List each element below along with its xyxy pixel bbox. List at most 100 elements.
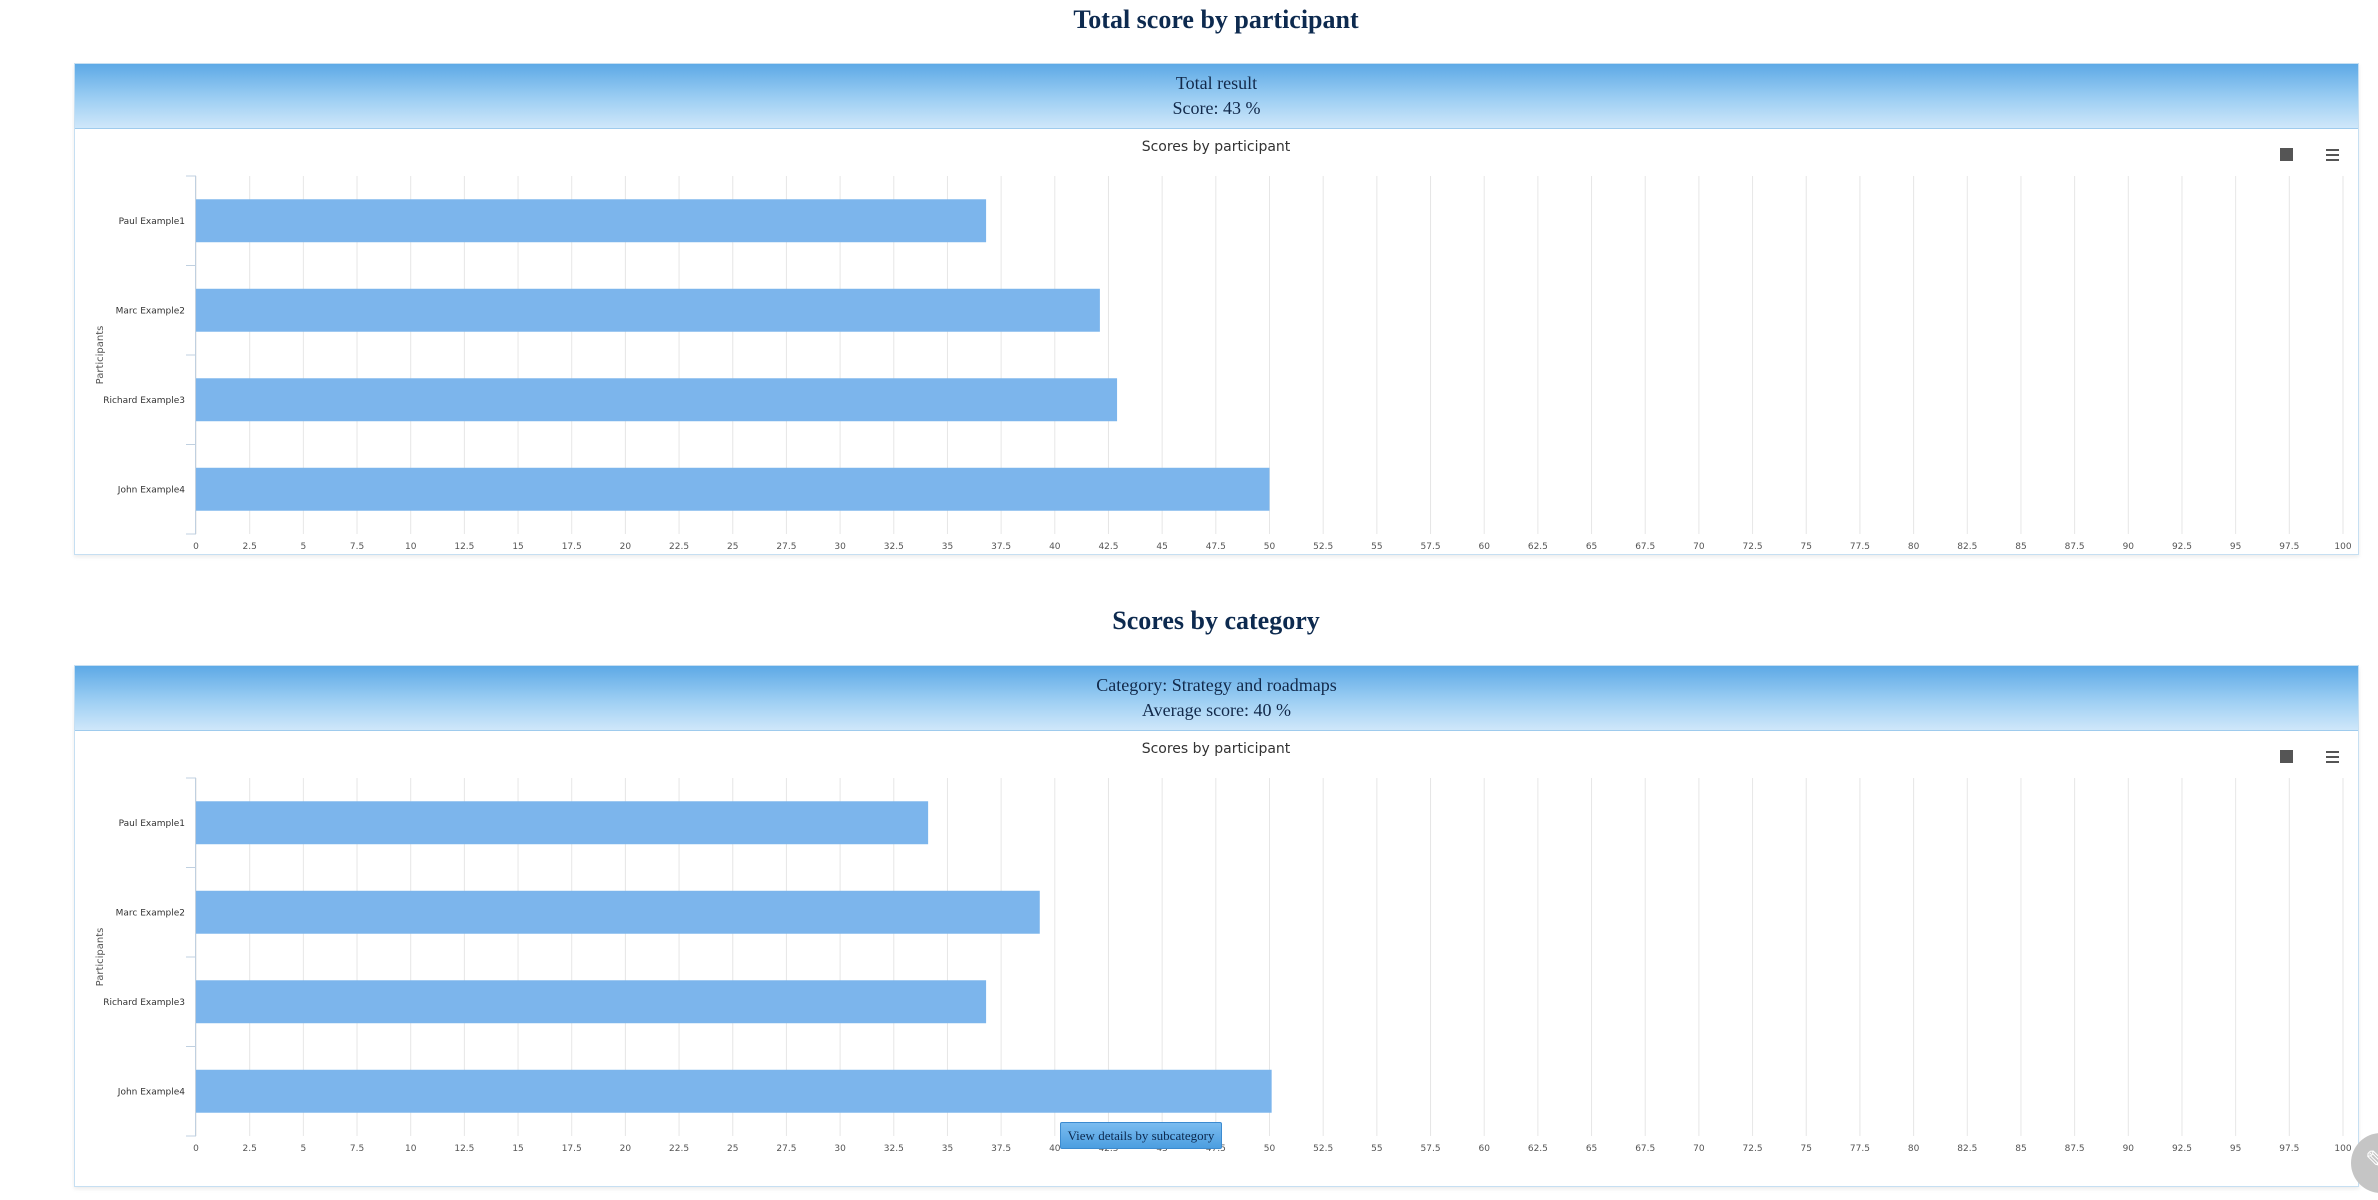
x-tick-label: 70: [1693, 542, 1705, 552]
bar: [196, 980, 987, 1024]
x-tick-label: 50: [1264, 1144, 1276, 1154]
x-tick-label: 5: [300, 542, 306, 552]
x-tick-label: 0: [193, 1144, 199, 1154]
category-label: Marc Example2: [116, 908, 185, 918]
stop-square-icon[interactable]: [2280, 750, 2293, 763]
x-tick-label: 5: [300, 1144, 306, 1154]
x-tick-label: 55: [1371, 1144, 1382, 1154]
x-tick-label: 87.5: [2065, 542, 2085, 552]
stop-square-icon[interactable]: [2280, 148, 2293, 161]
x-tick-label: 32.5: [884, 542, 904, 552]
y-axis-title: Participants: [95, 928, 106, 987]
x-tick-label: 75: [1801, 542, 1812, 552]
x-tick-label: 10: [405, 542, 417, 552]
x-tick-label: 82.5: [1957, 542, 1977, 552]
x-tick-label: 67.5: [1635, 1144, 1655, 1154]
x-tick-label: 30: [834, 542, 846, 552]
x-tick-label: 60: [1478, 1144, 1490, 1154]
x-tick-label: 35: [942, 1144, 953, 1154]
x-tick-label: 65: [1586, 542, 1597, 552]
category-label: Marc Example2: [116, 306, 185, 316]
category-label: Richard Example3: [103, 998, 185, 1008]
x-tick-label: 20: [620, 542, 632, 552]
category-label: Richard Example3: [103, 396, 185, 406]
bar: [196, 890, 1040, 934]
x-tick-label: 85: [2015, 1144, 2026, 1154]
x-tick-label: 52.5: [1313, 1144, 1333, 1154]
x-tick-label: 95: [2230, 542, 2241, 552]
category-panel: Category: Strategy and roadmaps Average …: [74, 665, 2359, 1187]
category-label: Paul Example1: [119, 819, 185, 829]
panel-header-title: Total result: [1175, 73, 1258, 93]
x-tick-label: 7.5: [350, 542, 364, 552]
x-tick-label: 67.5: [1635, 542, 1655, 552]
x-tick-label: 90: [2123, 542, 2135, 552]
x-tick-label: 32.5: [884, 1144, 904, 1154]
x-tick-label: 20: [620, 1144, 632, 1154]
x-tick-label: 57.5: [1421, 1144, 1441, 1154]
x-tick-label: 27.5: [776, 1144, 796, 1154]
x-tick-label: 40: [1049, 1144, 1061, 1154]
x-tick-label: 92.5: [2172, 542, 2192, 552]
x-tick-label: 47.5: [1206, 542, 1226, 552]
bar: [196, 378, 1118, 422]
x-tick-label: 37.5: [991, 542, 1011, 552]
hamburger-menu-icon[interactable]: [2326, 149, 2339, 161]
x-tick-label: 62.5: [1528, 1144, 1548, 1154]
x-tick-label: 2.5: [243, 542, 257, 552]
x-tick-label: 45: [1156, 1144, 1167, 1154]
x-tick-label: 97.5: [2279, 542, 2299, 552]
x-tick-label: 77.5: [1850, 542, 1870, 552]
view-subcategory-details-button[interactable]: View details by subcategory: [1060, 1122, 1222, 1149]
x-tick-label: 47.5: [1206, 1144, 1226, 1154]
panel-header: Category: Strategy and roadmaps Average …: [75, 666, 2358, 731]
x-tick-label: 25: [727, 542, 738, 552]
category-label: John Example4: [117, 485, 185, 495]
x-tick-label: 22.5: [669, 1144, 689, 1154]
x-tick-label: 12.5: [454, 542, 474, 552]
x-tick-label: 92.5: [2172, 1144, 2192, 1154]
panel-header-category: Category: Strategy and roadmaps: [1096, 675, 1337, 695]
x-tick-label: 55: [1371, 542, 1382, 552]
x-tick-label: 7.5: [350, 1144, 364, 1154]
y-axis-title: Participants: [95, 326, 106, 385]
x-tick-label: 22.5: [669, 542, 689, 552]
x-tick-label: 62.5: [1528, 542, 1548, 552]
hamburger-menu-icon[interactable]: [2326, 751, 2339, 763]
x-tick-label: 65: [1586, 1144, 1597, 1154]
bar: [196, 801, 929, 845]
x-tick-label: 77.5: [1850, 1144, 1870, 1154]
bar: [196, 199, 987, 243]
x-tick-label: 25: [727, 1144, 738, 1154]
panel-header-average: Average score: 40 %: [1141, 700, 1292, 720]
category-label: John Example4: [117, 1087, 185, 1097]
x-tick-label: 72.5: [1743, 542, 1763, 552]
x-tick-label: 60: [1478, 542, 1490, 552]
x-tick-label: 82.5: [1957, 1144, 1977, 1154]
x-tick-label: 45: [1156, 542, 1167, 552]
chart-title: Scores by participant: [1142, 139, 1291, 155]
x-tick-label: 72.5: [1743, 1144, 1763, 1154]
bar: [196, 1069, 1272, 1113]
x-tick-label: 17.5: [562, 1144, 582, 1154]
x-tick-label: 40: [1049, 542, 1061, 552]
x-tick-label: 90: [2123, 1144, 2135, 1154]
chart-title: Scores by participant: [1142, 741, 1291, 757]
x-tick-label: 42.5: [1098, 542, 1118, 552]
section-title-total: Total score by participant: [1073, 5, 1359, 34]
x-tick-label: 97.5: [2279, 1144, 2299, 1154]
x-tick-label: 10: [405, 1144, 417, 1154]
bar: [196, 467, 1270, 511]
x-tick-label: 35: [942, 542, 953, 552]
x-tick-label: 80: [1908, 542, 1920, 552]
total-result-panel: Total result Score: 43 % Scores by parti…: [74, 63, 2359, 555]
x-tick-label: 95: [2230, 1144, 2241, 1154]
x-tick-label: 37.5: [991, 1144, 1011, 1154]
x-tick-label: 15: [512, 542, 523, 552]
x-tick-label: 75: [1801, 1144, 1812, 1154]
x-tick-label: 57.5: [1421, 542, 1441, 552]
x-tick-label: 80: [1908, 1144, 1920, 1154]
section-title-category: Scores by category: [1112, 606, 1320, 635]
